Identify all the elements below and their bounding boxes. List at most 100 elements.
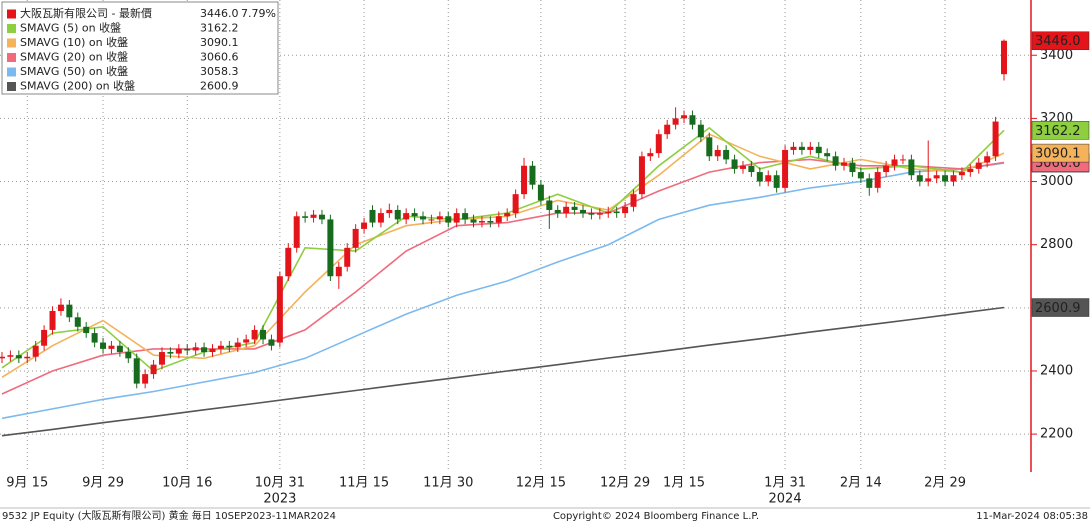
legend-value: 3058.3 (200, 65, 239, 78)
footer-right: 11-Mar-2024 08:05:38 (976, 511, 1088, 522)
x-tick-label: 2月 14 (840, 476, 882, 491)
candle-body (293, 216, 300, 248)
value-tag-label: 3162.2 (1035, 124, 1081, 139)
candle-body (841, 162, 848, 166)
candle-body (386, 209, 393, 214)
x-tick-label: 11月 30 (423, 476, 473, 491)
candle-body (714, 149, 721, 157)
candle-body (723, 149, 730, 160)
candle-body (790, 146, 797, 150)
candle-body (571, 206, 578, 210)
candle-body (504, 213, 511, 217)
x-tick-label: 9月 15 (6, 476, 48, 491)
candle-body (167, 352, 174, 354)
candle-body (849, 162, 856, 173)
candle-body (0, 356, 5, 359)
candle-body (462, 213, 469, 220)
candle-body (175, 348, 182, 354)
y-tick-label: 3000 (1040, 174, 1073, 189)
year-label: 2024 (769, 492, 802, 507)
candle-body (605, 211, 612, 214)
x-tick-label: 11月 15 (339, 476, 389, 491)
candle-body (125, 352, 132, 359)
x-tick-label: 2月 29 (924, 476, 966, 491)
candle-body (933, 175, 940, 179)
candle-body (251, 329, 258, 340)
candle-body (622, 206, 629, 214)
x-tick-label: 10月 31 (255, 476, 305, 491)
candle-body (537, 184, 544, 201)
value-tag (1031, 143, 1090, 163)
candle-body (739, 165, 746, 169)
candle-body (588, 213, 595, 215)
candle-body (445, 216, 452, 223)
candle-body (495, 216, 502, 223)
candle-body (184, 348, 191, 351)
candle-body (832, 156, 839, 166)
x-tick-label: 9月 29 (82, 476, 124, 491)
candle-body (942, 175, 949, 182)
x-tick-label: 10月 16 (162, 476, 212, 491)
y-tick-label: 2200 (1040, 427, 1073, 442)
legend-swatch (7, 24, 16, 33)
candle-body (260, 329, 267, 340)
candle-body (403, 213, 410, 220)
candle-body (394, 209, 401, 220)
year-label: 2023 (263, 492, 296, 507)
candle-body (24, 356, 31, 359)
candle-body (234, 342, 241, 348)
legend-swatch (7, 9, 16, 19)
candle-body (984, 156, 991, 163)
candle-body (782, 149, 789, 188)
value-tag (1031, 298, 1090, 317)
legend-name: SMAVG (200) on 收盤 (20, 79, 135, 93)
candle-body (857, 172, 864, 179)
candle-body (655, 134, 662, 154)
candle-body (512, 194, 519, 214)
candle-body (352, 228, 359, 248)
candle-body (1001, 40, 1007, 75)
candle-body (428, 219, 435, 221)
legend-swatch (7, 67, 16, 77)
candle-body (49, 310, 56, 330)
plot (0, 39, 1007, 437)
value-tag-label: 3446.0 (1035, 34, 1081, 49)
candle-body (765, 175, 772, 182)
candle-body (967, 168, 974, 173)
candle-body (108, 345, 115, 349)
candle-body (327, 219, 334, 277)
candle-body (470, 219, 477, 223)
candle-body (647, 153, 654, 157)
candle-body (521, 165, 528, 195)
candle-body (361, 222, 368, 229)
x-tick-label: 1月 31 (764, 476, 806, 491)
candle-body (192, 347, 199, 351)
candle-body (874, 172, 881, 188)
candle-body (243, 339, 250, 343)
legend-swatch (7, 38, 16, 48)
candle-body (74, 317, 81, 327)
candle-body (377, 213, 384, 223)
candle-body (697, 124, 704, 138)
candle-body (925, 178, 932, 182)
candle-body (664, 124, 671, 135)
candle-body (344, 247, 351, 267)
x-tick-label: 12月 29 (600, 476, 650, 491)
candle-body (116, 345, 123, 353)
candle-body (866, 178, 873, 188)
value-tag (1031, 31, 1090, 50)
candle-body (91, 333, 98, 343)
y-tick-label: 3400 (1040, 48, 1073, 63)
candle-body (613, 211, 620, 214)
candle-body (748, 165, 755, 173)
candle-body (318, 214, 325, 220)
y-tick-label: 2800 (1040, 237, 1073, 252)
candle-body (436, 216, 443, 220)
candle-body (369, 209, 376, 223)
candle-body (201, 347, 208, 353)
candle-body (731, 159, 738, 169)
candle-body (420, 216, 427, 220)
